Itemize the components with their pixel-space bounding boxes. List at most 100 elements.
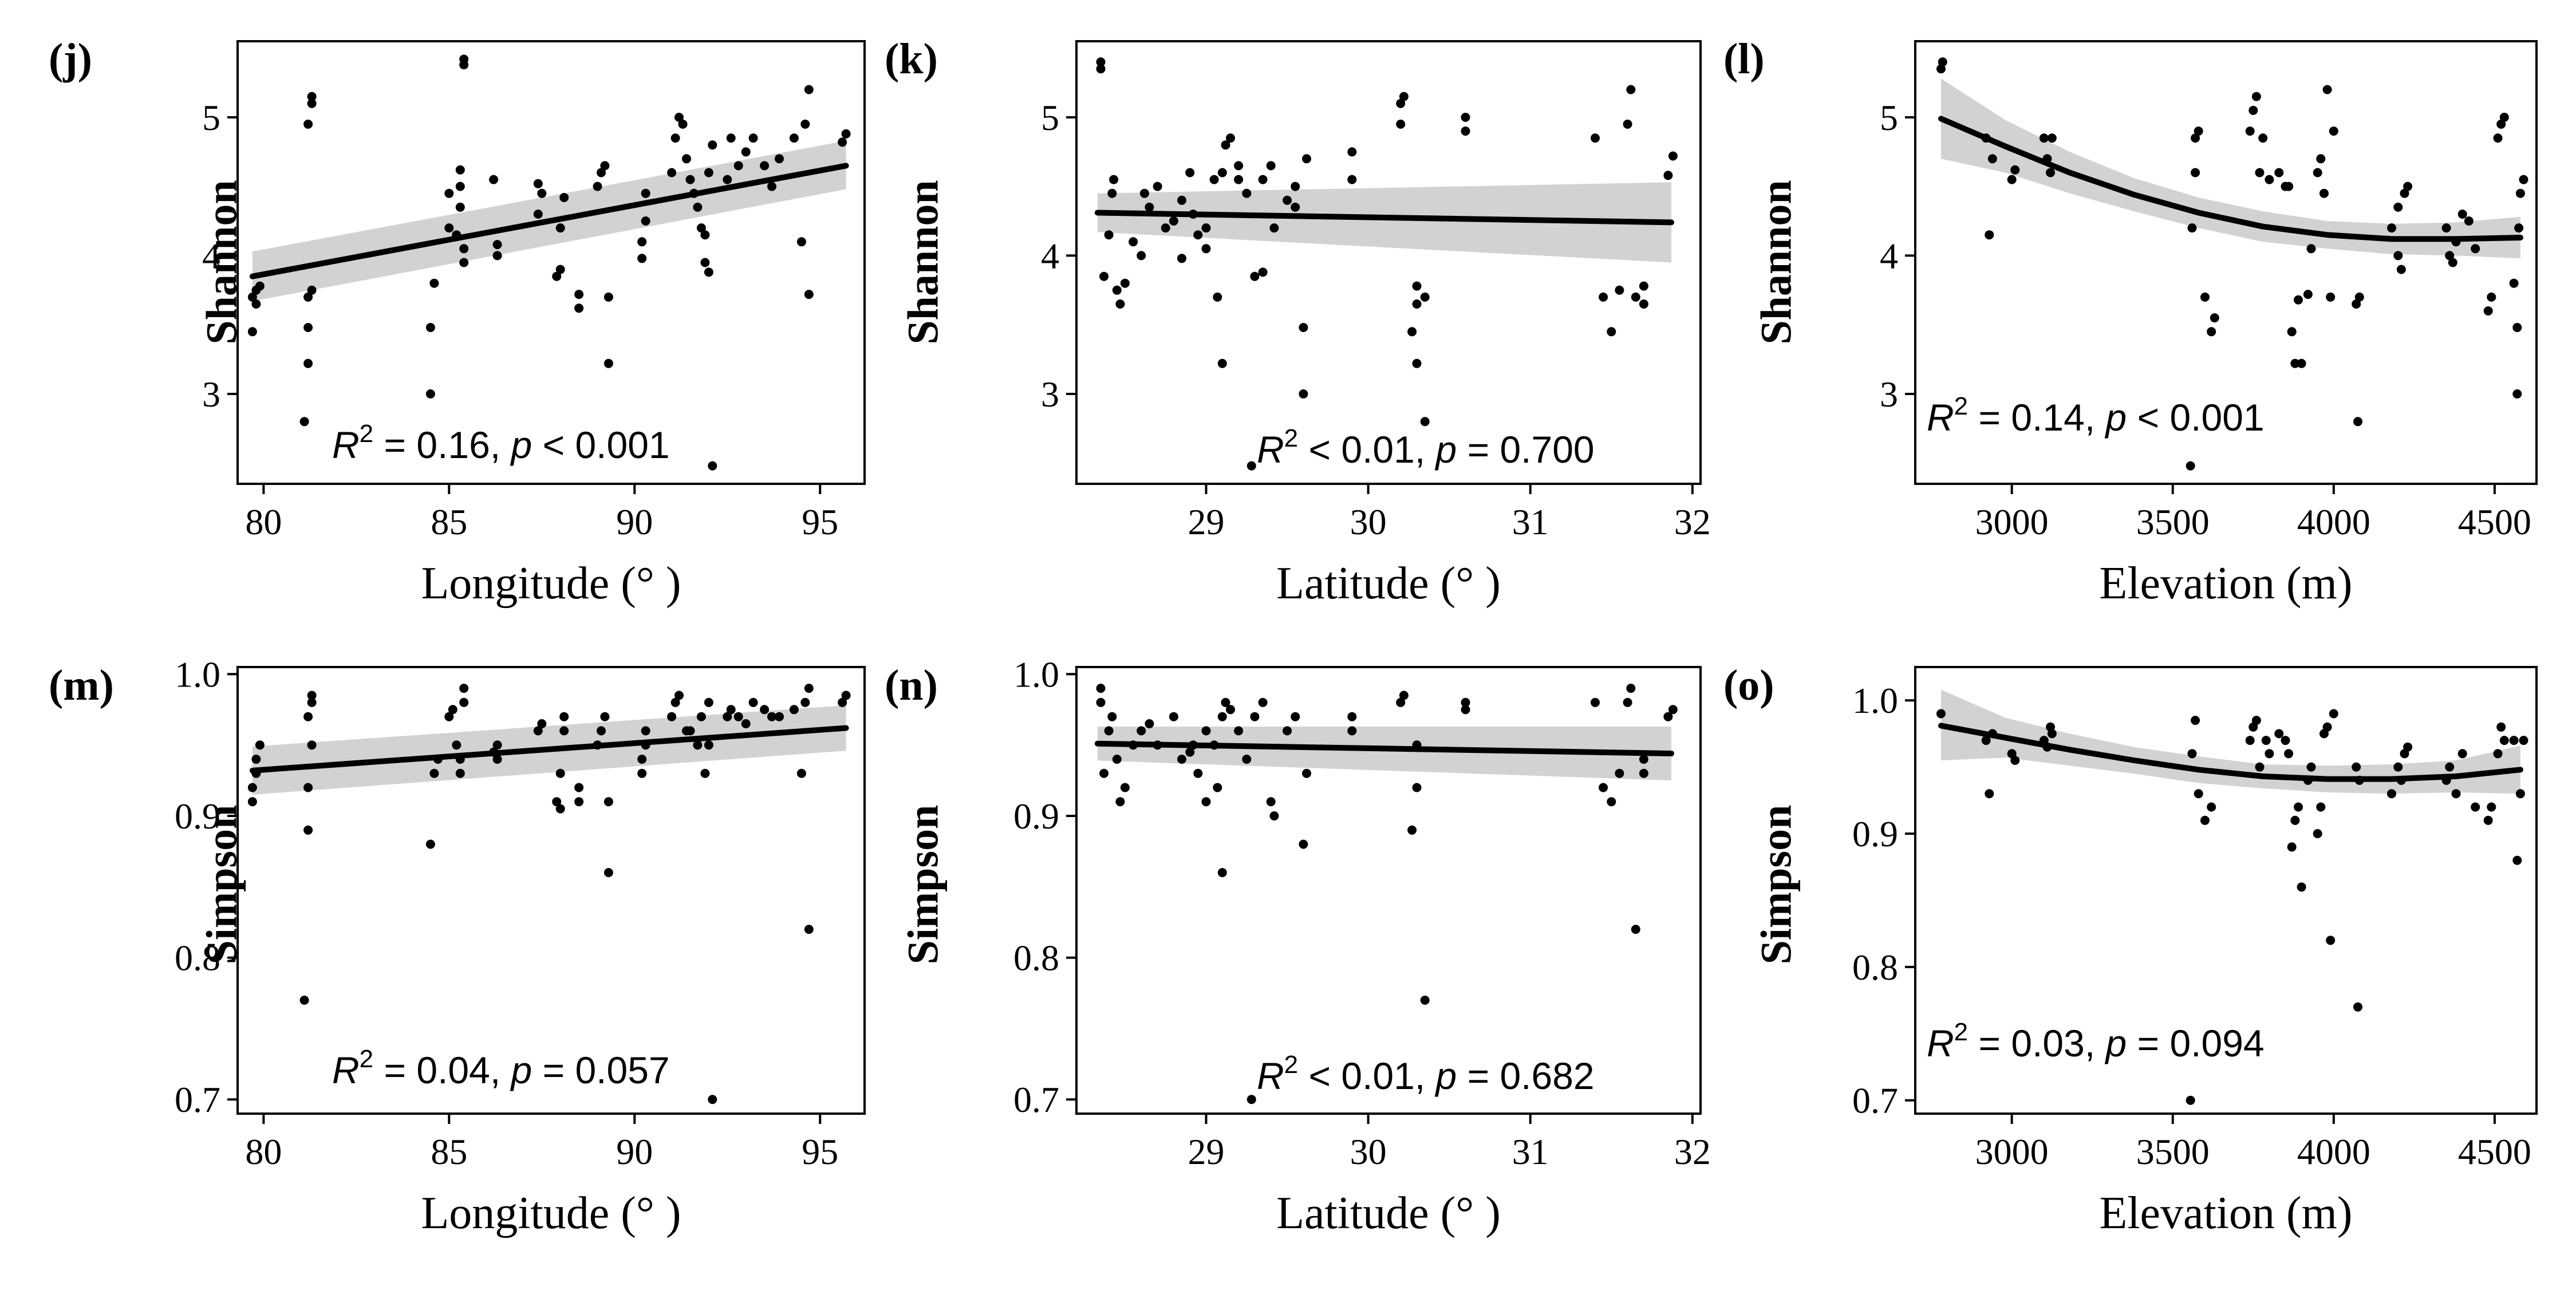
data-point [2258,133,2268,143]
data-point [733,161,743,171]
x-tick-label: 85 [431,502,467,542]
data-point [2512,323,2522,332]
data-point [2245,127,2255,136]
confidence-band [1097,727,1671,781]
x-tick-label: 4000 [2297,1131,2370,1172]
data-point [674,691,684,700]
data-point [723,175,732,184]
r2-value: = 0.16, [373,424,511,466]
data-point [2306,244,2316,254]
x-tick-label: 80 [245,1131,282,1172]
data-point [693,202,703,212]
data-point [841,129,851,139]
data-point [1668,151,1678,161]
fit-line [1938,723,2523,782]
y-tick-label: 1.0 [175,654,220,695]
data-point [1185,168,1195,177]
plot-frame [1914,40,2538,485]
data-point [251,755,261,764]
data-point [2515,188,2525,198]
data-point [685,175,695,184]
p-value: < 0.001 [2127,396,2264,439]
x-tick-label: 90 [616,1131,653,1172]
data-point [2483,306,2493,315]
data-point [804,684,814,693]
data-point [1663,171,1673,180]
r2-superscript: 2 [1284,1051,1298,1079]
data-point [796,237,806,247]
data-point [2207,327,2216,337]
data-point [307,285,317,295]
data-point [704,697,713,707]
data-point [2329,709,2338,719]
data-point [1591,133,1600,143]
data-point [2400,188,2409,198]
data-point [2493,133,2503,143]
x-tick-label: 95 [802,1131,838,1172]
r2-symbol: R [332,424,360,466]
data-point [1623,697,1632,707]
data-point [2499,736,2509,745]
fit-line [1938,116,2523,242]
data-point [767,712,776,721]
y-tick-label: 5 [1880,97,1898,138]
y-tick-label: 0.8 [175,938,220,979]
data-point [804,85,814,94]
data-point [2353,417,2362,427]
data-point [1599,292,1608,302]
data-point [1269,811,1279,820]
data-point [1193,230,1203,240]
data-point [2352,762,2361,772]
data-point [2316,802,2326,812]
x-tick-label: 32 [1674,1131,1711,1172]
data-point [444,188,454,198]
data-point [1461,697,1470,707]
data-point [2471,802,2480,812]
data-point [760,705,770,715]
data-point [1299,323,1308,332]
data-point [2496,119,2506,129]
data-point [1185,747,1195,757]
data-point [674,112,684,122]
data-point [1347,147,1357,157]
data-point [2248,105,2258,115]
y-axis-label: Simpson [1752,805,1800,965]
data-point [1985,789,1994,799]
panel-n: 29 30 31 32 0.7 0.8 0.9 1.0 Latitude (° ) Simpson… [885,654,1711,1238]
data-point [1299,839,1308,849]
x-tick-label: 3000 [1975,1131,2049,1172]
r2-superscript: 2 [1954,392,1968,420]
r2-superscript: 2 [360,420,373,448]
data-point [1145,719,1154,728]
panel-letter: (m) [49,661,114,709]
x-tick-label: 85 [431,1131,467,1172]
data-point [1420,995,1430,1005]
data-point [2294,802,2303,812]
data-point [2047,133,2057,143]
data-point [1246,1095,1256,1104]
data-point [2354,292,2364,302]
data-point [1234,726,1244,736]
r2-superscript: 2 [360,1045,373,1073]
x-tick-label: 32 [1674,502,1711,542]
data-point [2186,1095,2195,1105]
data-point [492,755,502,764]
data-point [800,697,810,707]
data-point [2445,762,2455,772]
data-point [741,147,751,157]
data-point [2191,168,2200,177]
stats-annotation: R2 = 0.16, p < 0.001 [332,420,670,466]
y-tick-label: 4 [1041,235,1059,276]
data-point [667,712,677,721]
y-tick-label: 1.0 [1013,654,1059,695]
data-point [1169,712,1178,721]
data-point [2039,133,2049,143]
data-point [455,182,465,191]
y-axis-label: Simpson [899,805,947,965]
data-point [2353,1002,2362,1012]
data-point [2261,736,2271,745]
y-tick-label: 0.9 [1852,814,1898,854]
data-point [459,258,469,267]
data-point [1226,133,1235,143]
data-point [1099,271,1109,281]
